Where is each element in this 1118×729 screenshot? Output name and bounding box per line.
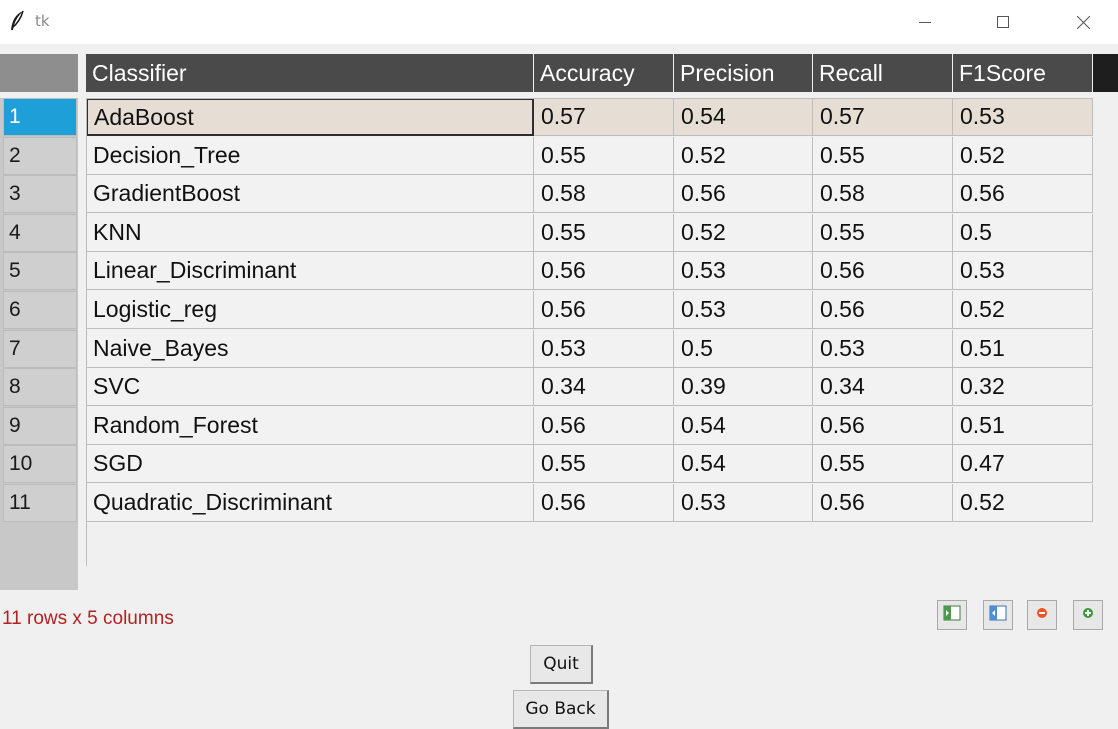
cell-f1score[interactable]: 0.56 — [953, 175, 1093, 213]
cell-recall[interactable]: 0.56 — [813, 484, 953, 522]
cell-accuracy[interactable]: 0.55 — [534, 214, 674, 252]
table-corner[interactable] — [0, 54, 78, 92]
cell-accuracy[interactable]: 0.57 — [534, 98, 674, 136]
cell-classifier[interactable]: Decision_Tree — [86, 137, 534, 175]
cell-precision[interactable]: 0.53 — [674, 252, 813, 290]
cell-recall[interactable]: 0.56 — [813, 291, 953, 329]
zoom-out-button[interactable] — [1027, 600, 1057, 630]
cell-accuracy[interactable]: 0.56 — [534, 291, 674, 329]
feather-icon — [9, 10, 25, 32]
cell-classifier[interactable]: Linear_Discriminant — [86, 252, 534, 290]
cell-f1score[interactable]: 0.53 — [953, 98, 1093, 136]
column-header-recall[interactable]: Recall — [813, 54, 953, 92]
expand-columns-button[interactable] — [983, 600, 1013, 630]
cell-precision[interactable]: 0.56 — [674, 175, 813, 213]
maximize-button[interactable] — [975, 0, 1031, 44]
row-index[interactable]: 11 — [3, 484, 77, 522]
cell-precision[interactable]: 0.53 — [674, 291, 813, 329]
cell-precision[interactable]: 0.54 — [674, 445, 813, 483]
row-index[interactable]: 9 — [3, 407, 77, 445]
cell-accuracy[interactable]: 0.56 — [534, 252, 674, 290]
row-index[interactable]: 1 — [3, 98, 77, 136]
row-index[interactable]: 10 — [3, 445, 77, 483]
cell-classifier[interactable]: KNN — [86, 214, 534, 252]
cell-precision[interactable]: 0.54 — [674, 407, 813, 445]
header-scroll-end — [1093, 54, 1118, 92]
cell-accuracy[interactable]: 0.56 — [534, 407, 674, 445]
cell-classifier[interactable]: AdaBoost — [86, 98, 534, 136]
minimize-button[interactable] — [897, 0, 953, 44]
cell-precision[interactable]: 0.54 — [674, 98, 813, 136]
cell-accuracy[interactable]: 0.56 — [534, 484, 674, 522]
title-bar: tk — [0, 0, 1118, 44]
cell-precision[interactable]: 0.52 — [674, 214, 813, 252]
row-index[interactable]: 2 — [3, 137, 77, 175]
shrink-columns-button[interactable] — [937, 600, 967, 630]
cell-classifier[interactable]: SVC — [86, 368, 534, 406]
cell-recall[interactable]: 0.55 — [813, 445, 953, 483]
cell-precision[interactable]: 0.53 — [674, 484, 813, 522]
cell-classifier[interactable]: SGD — [86, 445, 534, 483]
cell-f1score[interactable]: 0.52 — [953, 137, 1093, 175]
zoom-in-button[interactable] — [1073, 600, 1103, 630]
cell-recall[interactable]: 0.56 — [813, 407, 953, 445]
cell-accuracy[interactable]: 0.58 — [534, 175, 674, 213]
expand-columns-icon — [989, 605, 1007, 626]
cell-accuracy[interactable]: 0.55 — [534, 445, 674, 483]
zoom-out-icon — [1036, 606, 1048, 624]
row-index[interactable]: 3 — [3, 175, 77, 213]
cell-f1score[interactable]: 0.52 — [953, 484, 1093, 522]
cell-f1score[interactable]: 0.53 — [953, 252, 1093, 290]
cell-classifier[interactable]: Logistic_reg — [86, 291, 534, 329]
row-index[interactable]: 5 — [3, 252, 77, 290]
cell-accuracy[interactable]: 0.34 — [534, 368, 674, 406]
quit-button[interactable]: Quit — [530, 645, 593, 684]
cell-accuracy[interactable]: 0.55 — [534, 137, 674, 175]
cell-classifier[interactable]: Quadratic_Discriminant — [86, 484, 534, 522]
cell-f1score[interactable]: 0.52 — [953, 291, 1093, 329]
shrink-columns-icon — [943, 605, 961, 626]
column-header-accuracy[interactable]: Accuracy — [534, 54, 674, 92]
cell-recall[interactable]: 0.55 — [813, 214, 953, 252]
cell-recall[interactable]: 0.53 — [813, 330, 953, 368]
row-index[interactable]: 6 — [3, 291, 77, 329]
go-back-button[interactable]: Go Back — [513, 690, 609, 729]
cell-recall[interactable]: 0.57 — [813, 98, 953, 136]
column-header-f1score[interactable]: F1Score — [953, 54, 1093, 92]
cell-precision[interactable]: 0.5 — [674, 330, 813, 368]
cell-accuracy[interactable]: 0.53 — [534, 330, 674, 368]
cell-classifier[interactable]: Random_Forest — [86, 407, 534, 445]
cell-f1score[interactable]: 0.32 — [953, 368, 1093, 406]
maximize-icon — [997, 16, 1009, 28]
cell-precision[interactable]: 0.39 — [674, 368, 813, 406]
table-dimensions-status: 11 rows x 5 columns — [2, 608, 174, 629]
row-index[interactable]: 7 — [3, 330, 77, 368]
row-index[interactable]: 8 — [3, 368, 77, 406]
column-header-bar — [86, 54, 1118, 92]
grid-line — [86, 98, 87, 566]
cell-f1score[interactable]: 0.47 — [953, 445, 1093, 483]
data-table: Classifier Accuracy Precision Recall F1S… — [0, 44, 1118, 590]
window-title: tk — [35, 12, 50, 30]
cell-f1score[interactable]: 0.5 — [953, 214, 1093, 252]
close-icon — [1076, 15, 1090, 29]
cell-classifier[interactable]: GradientBoost — [86, 175, 534, 213]
cell-recall[interactable]: 0.34 — [813, 368, 953, 406]
column-header-precision[interactable]: Precision — [674, 54, 813, 92]
minimize-icon — [919, 16, 931, 28]
cell-f1score[interactable]: 0.51 — [953, 407, 1093, 445]
cell-recall[interactable]: 0.55 — [813, 137, 953, 175]
zoom-in-icon — [1082, 606, 1094, 624]
cell-classifier[interactable]: Naive_Bayes — [86, 330, 534, 368]
row-index[interactable]: 4 — [3, 214, 77, 252]
grid-line — [86, 98, 1092, 99]
cell-precision[interactable]: 0.52 — [674, 137, 813, 175]
cell-recall[interactable]: 0.56 — [813, 252, 953, 290]
close-button[interactable] — [1055, 0, 1111, 44]
cell-f1score[interactable]: 0.51 — [953, 330, 1093, 368]
cell-recall[interactable]: 0.58 — [813, 175, 953, 213]
column-header-classifier[interactable]: Classifier — [86, 54, 534, 92]
